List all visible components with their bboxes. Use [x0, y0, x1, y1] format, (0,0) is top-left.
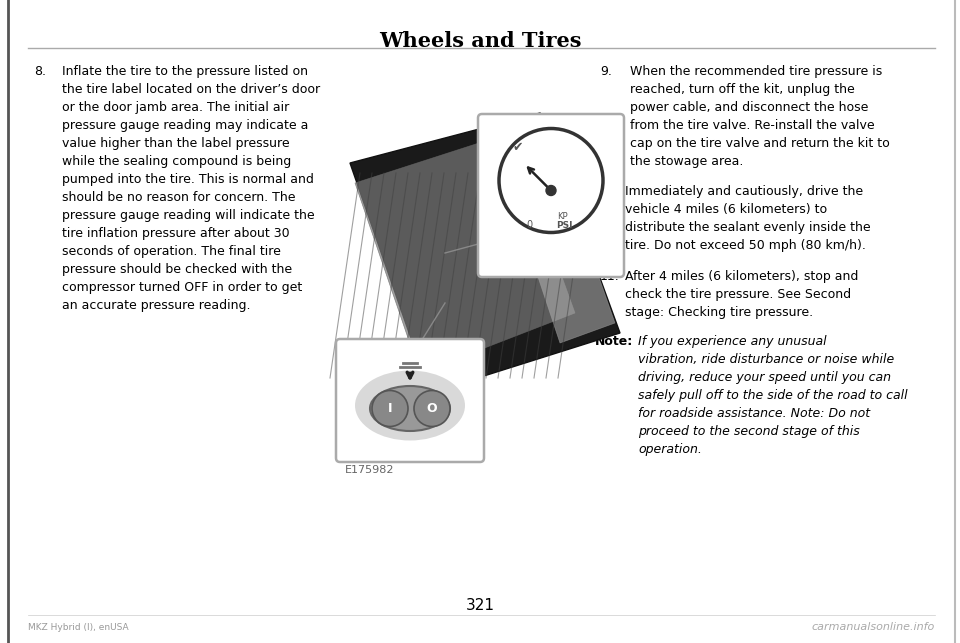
Text: 11.: 11.	[600, 270, 620, 283]
Polygon shape	[355, 133, 575, 373]
Text: ✔: ✔	[513, 141, 523, 154]
Text: MKZ Hybrid (I), enUSA: MKZ Hybrid (I), enUSA	[28, 622, 129, 631]
Text: E175982: E175982	[345, 465, 395, 475]
Text: When the recommended tire pressure is
reached, turn off the kit, unplug the
powe: When the recommended tire pressure is re…	[630, 65, 890, 168]
Circle shape	[372, 390, 408, 426]
Text: KP: KP	[557, 212, 567, 221]
Circle shape	[546, 185, 556, 195]
Text: 9.: 9.	[600, 65, 612, 78]
Text: 8.: 8.	[34, 65, 46, 78]
Text: O: O	[426, 402, 438, 415]
Text: After 4 miles (6 kilometers), stop and
check the tire pressure. See Second
stage: After 4 miles (6 kilometers), stop and c…	[625, 270, 858, 319]
Text: If you experience any unusual
vibration, ride disturbance or noise while
driving: If you experience any unusual vibration,…	[638, 335, 907, 456]
Text: Wheels and Tires: Wheels and Tires	[379, 31, 581, 51]
Polygon shape	[350, 113, 620, 393]
Text: I: I	[388, 402, 393, 415]
Circle shape	[414, 390, 450, 426]
Polygon shape	[490, 123, 615, 343]
Text: Note:: Note:	[595, 335, 634, 348]
Text: PSI: PSI	[556, 221, 572, 230]
Text: 10.: 10.	[600, 185, 620, 198]
Text: Immediately and cautiously, drive the
vehicle 4 miles (6 kilometers) to
distribu: Immediately and cautiously, drive the ve…	[625, 185, 871, 252]
Ellipse shape	[370, 386, 450, 431]
Ellipse shape	[355, 370, 465, 440]
Text: Inflate the tire to the pressure listed on
the tire label located on the driver’: Inflate the tire to the pressure listed …	[62, 65, 320, 312]
FancyBboxPatch shape	[478, 114, 624, 277]
FancyBboxPatch shape	[336, 339, 484, 462]
Text: carmanualsonline.info: carmanualsonline.info	[812, 622, 935, 632]
Circle shape	[499, 129, 603, 233]
Text: 321: 321	[466, 597, 494, 613]
Text: 0: 0	[526, 221, 532, 230]
